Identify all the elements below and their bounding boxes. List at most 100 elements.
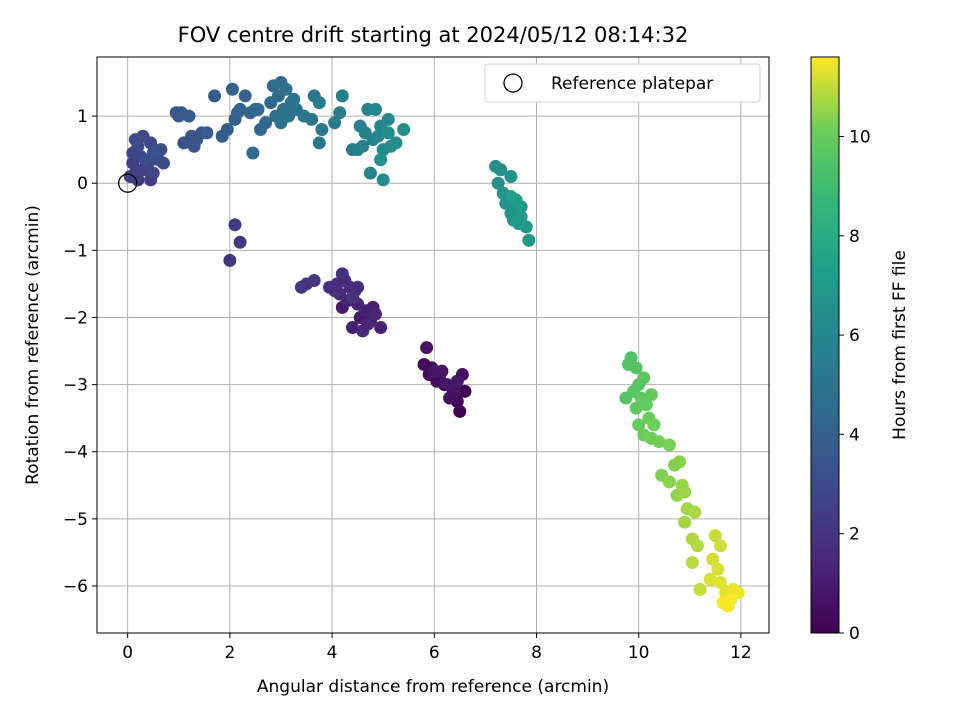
colorbar-tick-label: 0 [849, 624, 860, 644]
data-point [363, 166, 377, 180]
data-point [678, 515, 692, 529]
data-point [139, 153, 153, 167]
data-point [335, 89, 349, 103]
legend-marker [503, 73, 523, 93]
data-point [208, 89, 222, 103]
data-point [233, 102, 247, 116]
x-tick-label: 12 [730, 643, 752, 663]
colorbar-tick-label: 4 [849, 425, 860, 445]
data-point [376, 173, 390, 187]
data-point [287, 92, 301, 106]
colorbar-tick-label: 10 [849, 127, 871, 147]
legend-box [484, 63, 761, 103]
data-point [305, 112, 319, 126]
data-point [644, 388, 658, 402]
data-point [351, 280, 365, 294]
data-point [397, 123, 411, 137]
data-point [251, 102, 265, 116]
data-point [647, 418, 661, 432]
x-tick-label: 6 [429, 643, 440, 663]
data-point [690, 539, 704, 553]
data-point [724, 592, 738, 606]
data-point [494, 163, 508, 177]
data-point [629, 361, 643, 375]
legend: Reference platepar [484, 63, 761, 103]
data-point [228, 218, 242, 232]
data-point [652, 435, 666, 449]
data-point [703, 572, 717, 586]
y-tick-label: −5 [63, 510, 88, 530]
data-point [381, 112, 395, 126]
x-axis-ticks: 0 2 4 6 8 10 12 [122, 633, 752, 663]
data-point [174, 106, 188, 120]
x-tick-label: 8 [531, 643, 542, 663]
data-point [693, 582, 707, 596]
data-point [156, 156, 170, 170]
data-point [453, 404, 467, 418]
data-point [711, 562, 725, 576]
data-point [522, 233, 536, 247]
y-tick-label: −2 [63, 308, 88, 328]
data-point [315, 123, 329, 137]
data-point [346, 321, 360, 335]
y-tick-label: −3 [63, 376, 88, 396]
data-point [369, 102, 383, 116]
data-point [371, 129, 385, 143]
data-point [259, 116, 273, 130]
data-point [307, 274, 321, 288]
data-point [708, 529, 722, 543]
data-point [374, 321, 388, 335]
data-point [706, 552, 720, 566]
data-point [190, 133, 204, 147]
data-point [514, 200, 528, 214]
data-point [312, 96, 326, 110]
legend-entry: Reference platepar [551, 74, 713, 94]
data-point [335, 267, 349, 281]
data-point [200, 126, 214, 140]
y-tick-label: −6 [63, 577, 88, 597]
data-point [146, 166, 160, 180]
reference-platepar-marker [118, 173, 138, 193]
colorbar-ticks: 0 2 4 6 8 10 [839, 127, 871, 644]
data-point [389, 136, 403, 150]
data-point [504, 190, 518, 204]
colorbar-tick-label: 6 [849, 326, 860, 346]
grid [97, 57, 769, 633]
x-tick-label: 0 [122, 643, 133, 663]
data-point [519, 220, 533, 234]
data-point [713, 539, 727, 553]
data-point [369, 307, 383, 321]
data-point [673, 455, 687, 469]
data-point [312, 136, 326, 150]
data-point [279, 82, 293, 96]
data-point [639, 398, 653, 412]
data-point [420, 341, 434, 355]
x-tick-label: 4 [327, 643, 338, 663]
x-tick-label: 2 [224, 643, 235, 663]
data-point [381, 126, 395, 140]
colorbar-label: Hours from first FF file [890, 250, 910, 440]
data-point [637, 371, 651, 385]
data-point [346, 290, 360, 304]
plot-frame [96, 56, 770, 634]
data-point [225, 82, 239, 96]
y-axis-ticks: −6 −5 −4 −3 −2 −1 0 1 [63, 107, 97, 597]
data-point [238, 89, 252, 103]
data-point [223, 253, 237, 267]
data-point [662, 438, 676, 452]
colorbar: 0 2 4 6 8 10 Hours from first FF file [810, 56, 910, 644]
data-point [514, 210, 528, 224]
data-point [123, 169, 137, 183]
data-point [688, 505, 702, 519]
y-axis-label: Rotation from reference (arcmin) [23, 205, 43, 485]
data-point [450, 374, 464, 388]
data-point [685, 556, 699, 570]
data-point [458, 384, 472, 398]
data-point [504, 169, 518, 183]
y-tick-label: 1 [77, 107, 88, 127]
y-tick-label: −4 [63, 443, 88, 463]
data-point [323, 280, 337, 294]
data-point [662, 475, 676, 489]
colorbar-tick-label: 8 [849, 227, 860, 247]
x-axis-label: Angular distance from reference (arcmin) [257, 677, 609, 697]
